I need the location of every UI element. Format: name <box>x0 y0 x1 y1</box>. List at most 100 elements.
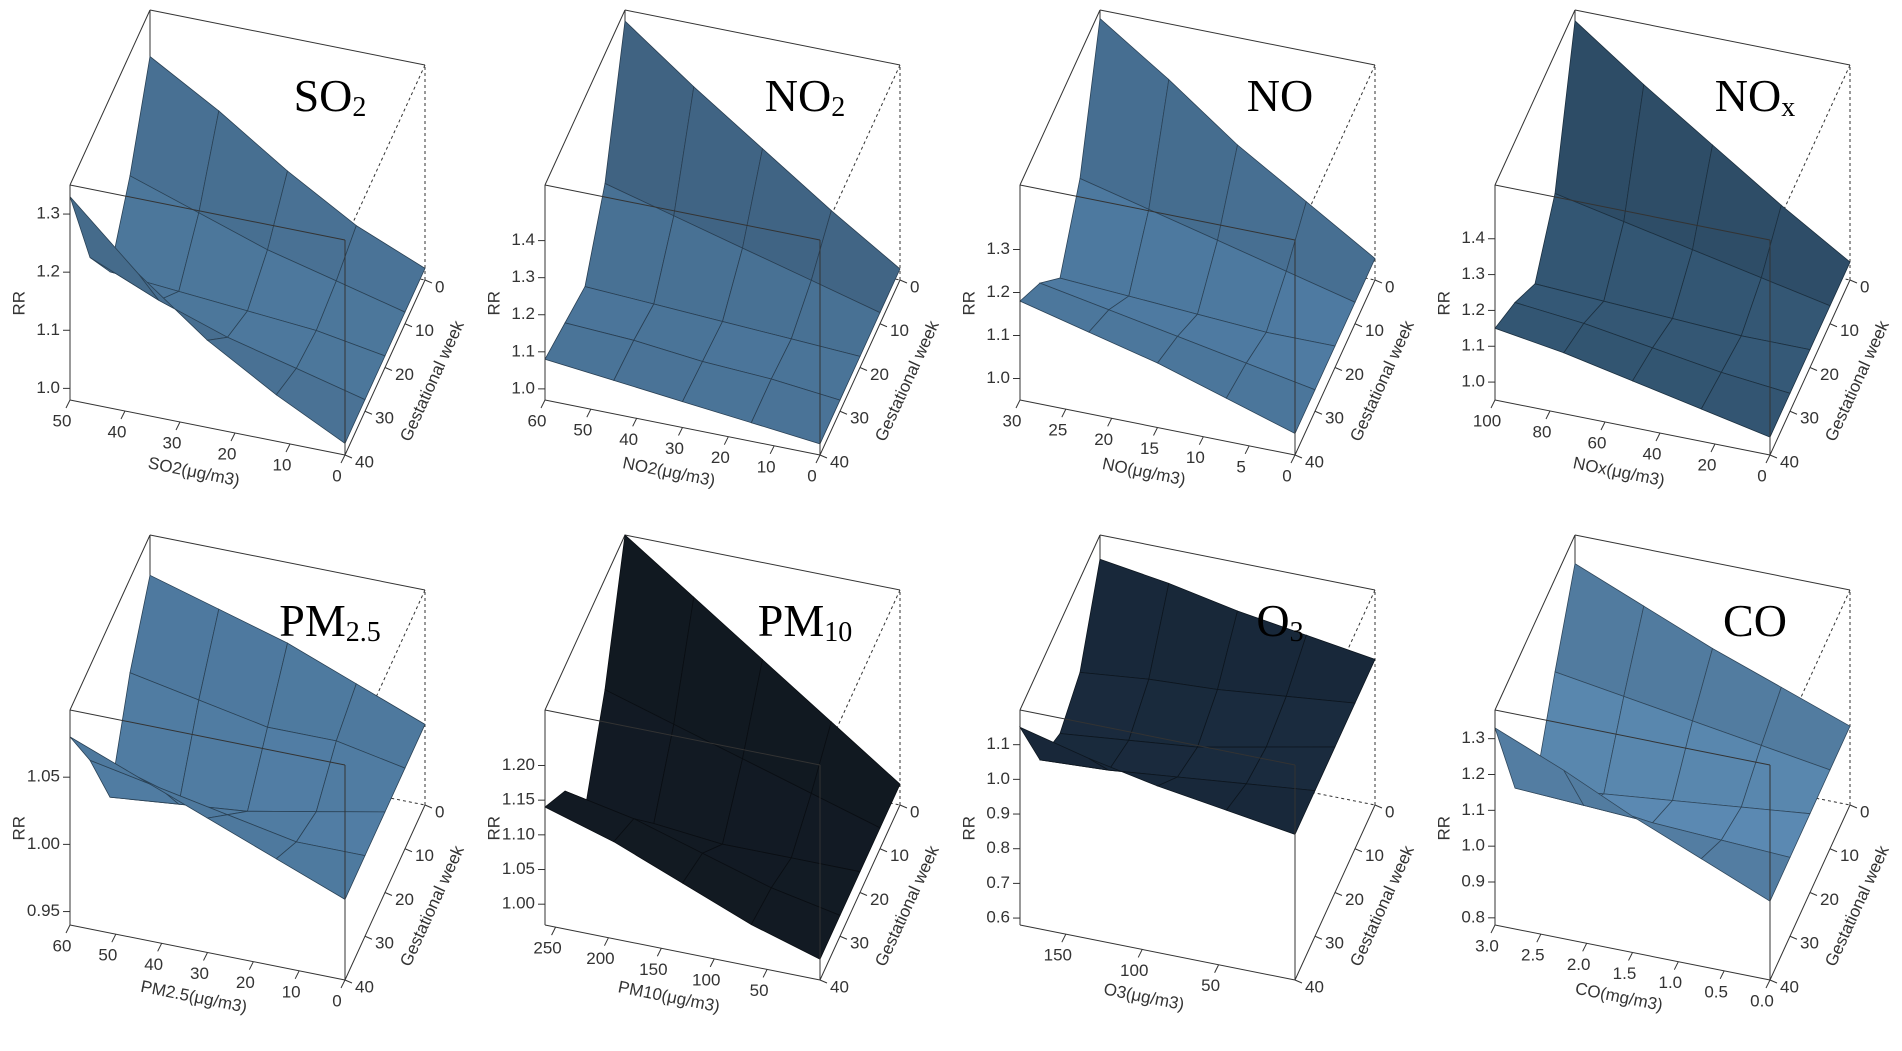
y-tick <box>839 410 848 415</box>
x-tick-label: 50 <box>573 421 592 440</box>
x-tick <box>540 399 546 409</box>
z-tick-label: 0.8 <box>986 838 1010 857</box>
x-tick <box>120 410 126 420</box>
y-tick <box>344 454 353 459</box>
x-tick-label: 40 <box>108 422 127 441</box>
x-tick-label: 10 <box>1186 448 1205 467</box>
y-tick <box>1809 892 1818 896</box>
x-tick-label: 30 <box>665 439 684 458</box>
x-tick <box>1490 924 1496 934</box>
x-tick <box>1244 445 1250 455</box>
y-tick <box>899 804 908 809</box>
y-tick-label: 10 <box>1840 846 1859 865</box>
title-main: PM <box>279 595 345 646</box>
z-tick-label: 1.3 <box>36 204 60 223</box>
x-tick-label: 150 <box>639 960 667 979</box>
box-edge <box>544 9 626 186</box>
y-tick <box>819 979 828 984</box>
box-edge <box>69 184 346 241</box>
y-tick <box>1789 410 1798 415</box>
x-tick-label: 1.5 <box>1613 964 1637 983</box>
title-main: NO <box>1247 70 1313 121</box>
x-tick-label: 250 <box>533 939 561 958</box>
y-tick-label: 30 <box>1325 409 1344 428</box>
box-edge <box>1494 184 1771 241</box>
x-tick-label: 15 <box>1140 439 1159 458</box>
x-tick <box>1290 454 1296 464</box>
y-tick-label: 10 <box>890 321 909 340</box>
y-tick-label: 20 <box>395 365 414 384</box>
panel: 504030201000102030401.01.11.21.3SO2(μg/m… <box>9 9 468 490</box>
panel: 60 50 40 30 20 10 00102030400.951.001.05PM2.5(… <box>9 534 468 1017</box>
z-tick-label: 0.8 <box>1461 907 1485 926</box>
y-tick-label: 40 <box>1305 977 1324 996</box>
x-tick-label: 0 <box>807 466 816 485</box>
x-tick-label: 10 <box>757 457 776 476</box>
y-tick-label: 10 <box>415 846 434 865</box>
x-tick-label: 2.5 <box>1521 946 1545 965</box>
y-tick <box>1314 935 1323 940</box>
z-tick-label: 0.95 <box>27 901 60 920</box>
z-tick-label: 0.6 <box>986 908 1010 927</box>
x-tick <box>1137 949 1143 958</box>
box-edge <box>69 399 346 456</box>
x-tick <box>815 454 821 464</box>
x-tick-label: 0 <box>332 466 341 485</box>
box-edge <box>1574 534 1851 591</box>
y-tick <box>1789 935 1798 940</box>
title-main: NO <box>1715 70 1781 121</box>
y-tick-label: 40 <box>355 977 374 996</box>
y-tick <box>364 935 373 940</box>
x-tick-label: 10 <box>282 982 301 1001</box>
box-edge <box>1494 9 1576 186</box>
x-tick-label: 5 <box>1236 457 1245 476</box>
panel-title: NO2 <box>765 70 845 124</box>
box-edge <box>69 9 151 186</box>
x-tick <box>1582 943 1588 952</box>
surface-patch <box>1225 362 1316 435</box>
y-tick <box>1849 279 1858 284</box>
y-tick <box>899 279 908 284</box>
x-tick <box>1107 418 1113 427</box>
x-tick-label: 10 <box>273 455 292 474</box>
y-tick-label: 10 <box>1365 321 1384 340</box>
x-tick <box>1765 454 1771 464</box>
x-tick-label: 100 <box>1120 961 1148 980</box>
box-edge <box>819 589 901 766</box>
y-tick <box>1769 454 1778 459</box>
z-tick-label: 1.1 <box>1461 336 1485 355</box>
x-tick-label: 0.0 <box>1750 991 1774 1010</box>
x-tick-label: 150 <box>1044 946 1072 965</box>
y-tick <box>1294 454 1303 459</box>
x-tick <box>656 948 662 957</box>
z-tick-label: 1.0 <box>986 769 1010 788</box>
box-edge <box>1574 9 1851 66</box>
title-subscript: 10 <box>824 617 852 648</box>
x-tick-label: 0 <box>1282 466 1291 485</box>
x-tick <box>1536 933 1542 943</box>
y-tick-label: 20 <box>395 890 414 909</box>
box-edge <box>544 184 821 241</box>
surface-patch <box>275 841 366 900</box>
box-edge <box>819 64 901 241</box>
x-tick <box>1765 979 1771 989</box>
z-axis-label: RR <box>1434 291 1453 316</box>
z-tick-label: 0.9 <box>986 804 1010 823</box>
x-tick <box>203 952 208 961</box>
y-tick <box>1769 979 1778 984</box>
z-axis-label: RR <box>484 816 503 841</box>
z-tick-label: 1.2 <box>1461 764 1485 783</box>
x-tick <box>1198 436 1204 445</box>
z-tick-label: 1.1 <box>1461 800 1485 819</box>
box-edge <box>1769 64 1851 241</box>
box-edge <box>1019 184 1296 241</box>
y-tick-label: 40 <box>830 452 849 471</box>
z-tick-label: 1.10 <box>502 824 535 843</box>
x-axis-label: NO2(μg/m3) <box>621 453 717 490</box>
x-tick-label: 60 <box>1588 433 1607 452</box>
x-tick-label: 0 <box>1757 466 1766 485</box>
x-tick-label: 3.0 <box>1475 936 1499 955</box>
z-axis-label: RR <box>484 291 503 316</box>
y-tick <box>384 892 393 896</box>
box-edge <box>624 534 901 591</box>
